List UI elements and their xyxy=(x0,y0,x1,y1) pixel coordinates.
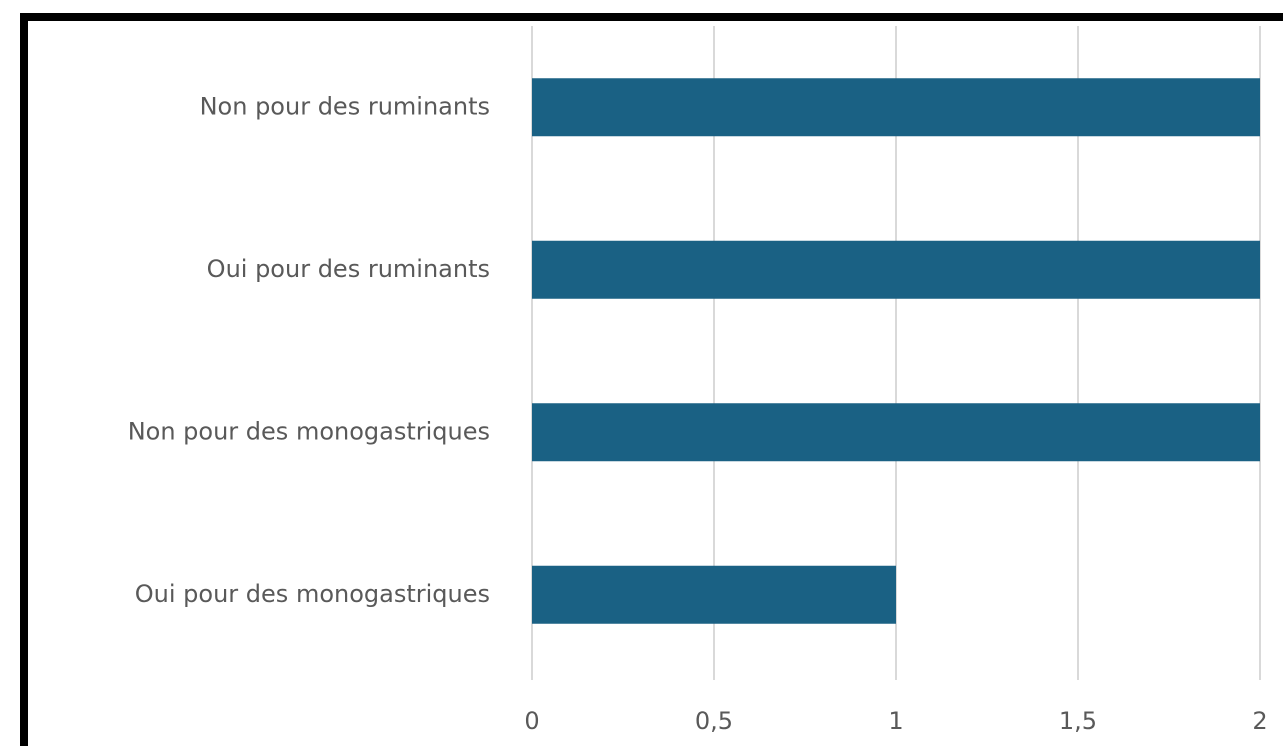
y-tick-label: Oui pour des monogastriques xyxy=(135,580,490,608)
bar xyxy=(532,565,896,624)
bar xyxy=(532,78,1260,137)
bar xyxy=(532,240,1260,299)
x-tick-label: 1,5 xyxy=(1059,707,1097,735)
x-tick-label: 0,5 xyxy=(695,707,733,735)
y-tick-label: Non pour des monogastriques xyxy=(128,417,490,445)
x-tick-label: 2 xyxy=(1252,707,1267,735)
y-tick-label: Oui pour des ruminants xyxy=(207,255,490,283)
x-tick-label: 1 xyxy=(888,707,903,735)
y-tick-label: Non pour des ruminants xyxy=(200,92,490,120)
x-tick-label: 0 xyxy=(524,707,539,735)
bar xyxy=(532,403,1260,462)
chart-border xyxy=(20,13,1283,746)
